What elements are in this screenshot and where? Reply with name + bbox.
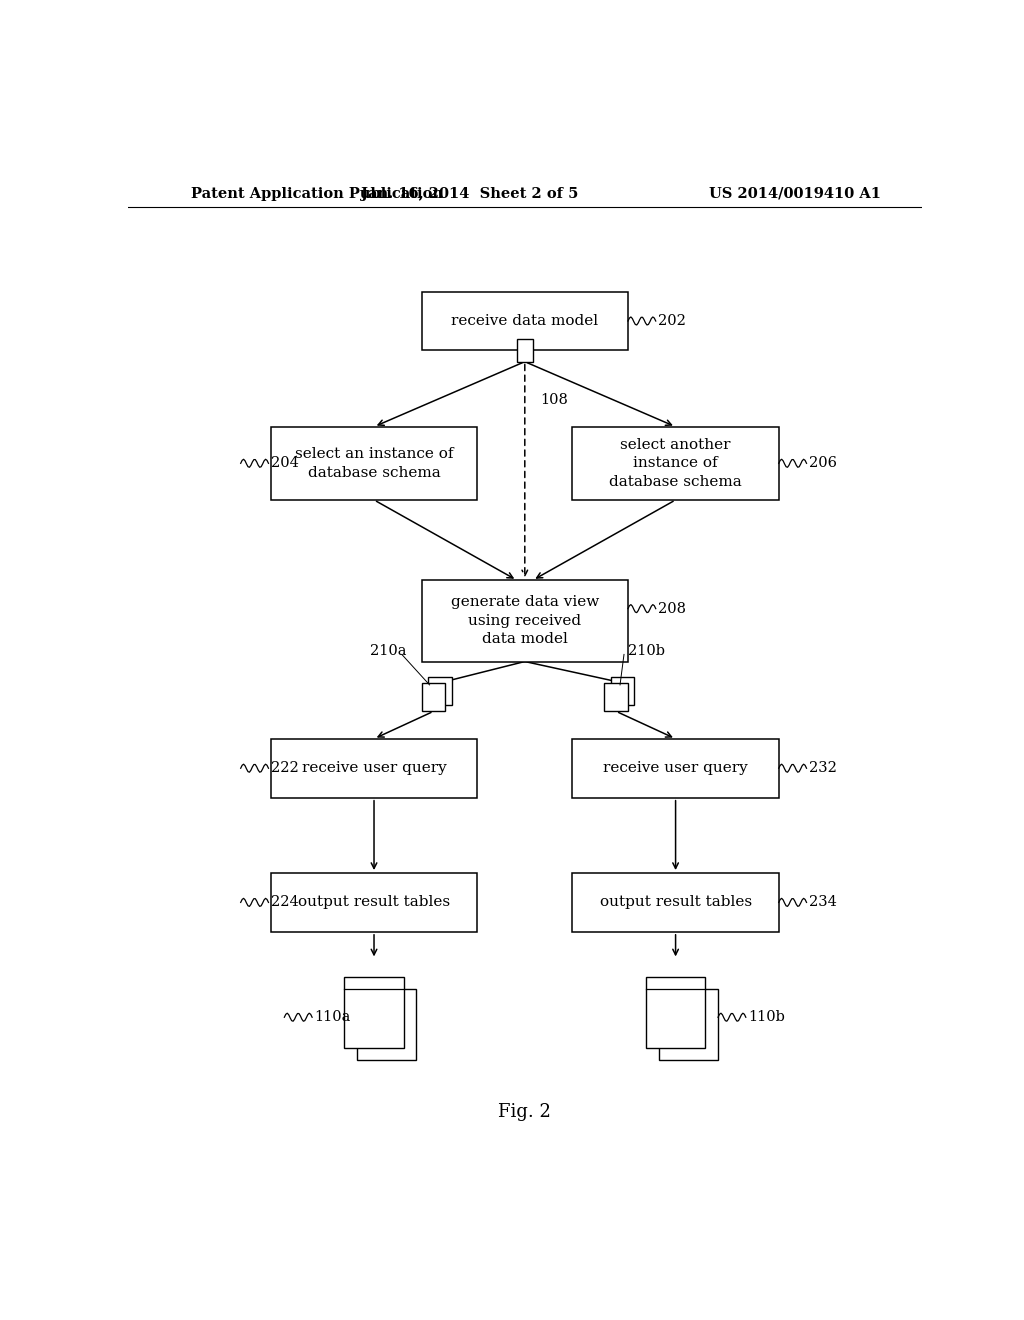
FancyBboxPatch shape — [344, 977, 403, 1048]
FancyBboxPatch shape — [604, 682, 628, 711]
Text: 232: 232 — [809, 762, 837, 775]
Text: 202: 202 — [658, 314, 686, 329]
Text: output result tables: output result tables — [599, 895, 752, 909]
Text: 208: 208 — [658, 602, 686, 615]
Text: select an instance of
database schema: select an instance of database schema — [295, 447, 454, 479]
FancyBboxPatch shape — [572, 873, 778, 932]
FancyBboxPatch shape — [572, 426, 778, 500]
FancyBboxPatch shape — [658, 989, 718, 1060]
Text: generate data view
using received
data model: generate data view using received data m… — [451, 595, 599, 647]
FancyBboxPatch shape — [270, 739, 477, 797]
Text: 210a: 210a — [370, 644, 407, 659]
Text: 110b: 110b — [749, 1010, 785, 1024]
FancyBboxPatch shape — [422, 682, 445, 711]
FancyBboxPatch shape — [517, 339, 532, 362]
Text: 210b: 210b — [628, 644, 665, 659]
Text: Fig. 2: Fig. 2 — [499, 1102, 551, 1121]
Text: 234: 234 — [809, 895, 837, 909]
Text: Patent Application Publication: Patent Application Publication — [191, 187, 443, 201]
FancyBboxPatch shape — [610, 677, 634, 705]
FancyBboxPatch shape — [646, 977, 706, 1048]
Text: Jan. 16, 2014  Sheet 2 of 5: Jan. 16, 2014 Sheet 2 of 5 — [360, 187, 578, 201]
Text: 204: 204 — [270, 457, 299, 470]
Text: 206: 206 — [809, 457, 837, 470]
Text: 110a: 110a — [314, 1010, 351, 1024]
Text: 224: 224 — [270, 895, 299, 909]
FancyBboxPatch shape — [422, 581, 628, 661]
Text: US 2014/0019410 A1: US 2014/0019410 A1 — [709, 187, 881, 201]
Text: 222: 222 — [270, 762, 299, 775]
Text: select another
instance of
database schema: select another instance of database sche… — [609, 438, 742, 488]
Text: 108: 108 — [541, 393, 568, 408]
FancyBboxPatch shape — [572, 739, 778, 797]
Text: receive user query: receive user query — [603, 762, 748, 775]
Text: receive data model: receive data model — [452, 314, 598, 329]
Text: output result tables: output result tables — [298, 895, 451, 909]
FancyBboxPatch shape — [270, 873, 477, 932]
FancyBboxPatch shape — [428, 677, 452, 705]
FancyBboxPatch shape — [270, 426, 477, 500]
FancyBboxPatch shape — [357, 989, 417, 1060]
Text: receive user query: receive user query — [302, 762, 446, 775]
FancyBboxPatch shape — [422, 292, 628, 351]
